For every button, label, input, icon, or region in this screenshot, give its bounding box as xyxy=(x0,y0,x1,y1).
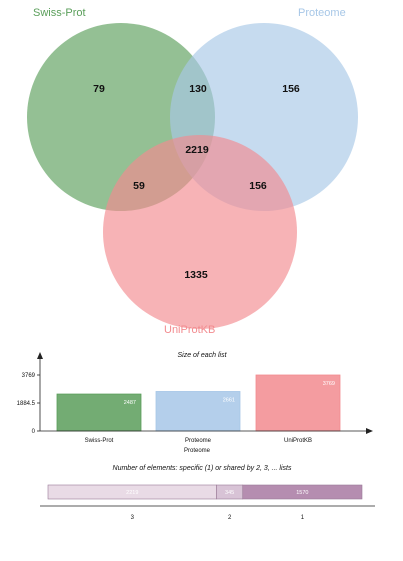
bar-value-label-0: 2487 xyxy=(124,400,136,406)
y-axis-arrow xyxy=(37,352,43,359)
bar-value-label-1: 2661 xyxy=(223,397,235,403)
segment-value-label-3: 2219 xyxy=(126,490,138,496)
bar-1 xyxy=(155,391,241,432)
venn-region-proteome-uniprotkb: 156 xyxy=(249,180,267,192)
venn-diagram: Swiss-Prot Proteome UniProtKB 79 156 133… xyxy=(27,7,358,336)
x-tick-label-0: Swiss-Prot xyxy=(85,438,114,444)
y-tick-label-2: 3769 xyxy=(22,373,36,379)
shared-elements-chart: Number of elements: specific (1) or shar… xyxy=(40,465,375,521)
bar-2 xyxy=(255,374,341,432)
y-ticks: 0 1884.5 3769 xyxy=(17,373,40,435)
venn-set-label-swiss-prot: Swiss-Prot xyxy=(33,7,86,19)
venn-region-all-three: 2219 xyxy=(185,144,209,156)
x-axis-title: Proteome xyxy=(184,448,211,454)
segment-value-label-2: 345 xyxy=(225,490,234,496)
venn-region-swiss-prot-proteome: 130 xyxy=(189,83,207,95)
bar-0 xyxy=(56,393,142,432)
segment-category-label-3: 3 xyxy=(131,515,135,521)
list-size-bar-chart: Size of each list 2487 Swiss-Prot 2661 Prot… xyxy=(17,352,373,454)
segment-category-label-1: 1 xyxy=(301,515,305,521)
list-size-bars: 2487 Swiss-Prot 2661 Proteome 3769 UniProtKB xyxy=(56,374,341,444)
venn-circle-uniprotkb xyxy=(103,135,297,329)
shared-elements-segments: 2219 3 345 2 1570 1 xyxy=(47,484,363,521)
segment-1 xyxy=(242,484,363,500)
bar-value-label-2: 3769 xyxy=(323,381,335,387)
venn-region-proteome-only: 156 xyxy=(282,83,300,95)
segment-value-label-1: 1570 xyxy=(296,490,308,496)
y-tick-label-1: 1884.5 xyxy=(17,401,36,407)
venn-set-label-proteome: Proteome xyxy=(298,7,346,19)
y-tick-label-0: 0 xyxy=(32,429,36,435)
list-size-title: Size of each list xyxy=(177,352,227,359)
shared-elements-title: Number of elements: specific (1) or shar… xyxy=(113,465,292,472)
venn-region-swiss-prot-uniprotkb: 59 xyxy=(133,180,145,192)
venn-region-swiss-prot-only: 79 xyxy=(93,83,105,95)
venn-region-uniprotkb-only: 1335 xyxy=(184,269,208,281)
x-tick-label-2: UniProtKB xyxy=(284,438,312,444)
x-axis-arrow xyxy=(366,428,373,434)
x-tick-label-1: Proteome xyxy=(185,438,212,444)
venn-set-label-uniprotkb: UniProtKB xyxy=(164,324,215,336)
segment-category-label-2: 2 xyxy=(228,515,232,521)
